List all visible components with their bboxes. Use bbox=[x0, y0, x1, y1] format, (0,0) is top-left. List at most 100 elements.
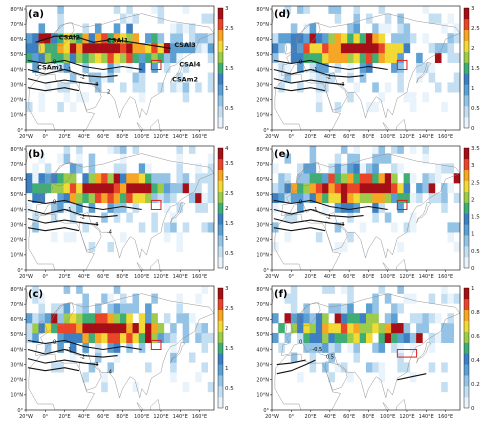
heat-cell bbox=[447, 323, 455, 334]
heat-cell bbox=[88, 72, 96, 83]
heat-cell bbox=[113, 173, 121, 184]
coastline bbox=[285, 180, 294, 195]
heat-cell bbox=[384, 212, 392, 223]
heat-cell bbox=[107, 332, 115, 344]
heat-cell bbox=[138, 82, 146, 93]
heat-cell bbox=[120, 82, 127, 93]
colorbar-swatch bbox=[218, 386, 223, 398]
heat-cell bbox=[441, 382, 448, 393]
heat-cell bbox=[145, 52, 152, 64]
heat-cell bbox=[76, 163, 83, 174]
contour-label: -2 bbox=[80, 355, 85, 361]
heat-cell bbox=[101, 323, 108, 334]
heat-cell bbox=[334, 242, 342, 253]
x-tick-label: 140°E bbox=[173, 274, 188, 280]
x-tick-label: 80°E bbox=[116, 414, 128, 420]
heat-cell bbox=[76, 183, 83, 194]
coastlines bbox=[26, 8, 214, 130]
heat-cell bbox=[88, 33, 96, 44]
heat-cell bbox=[397, 202, 404, 213]
heat-cell bbox=[32, 52, 39, 64]
heat-cell bbox=[447, 52, 455, 64]
heat-cell bbox=[26, 202, 33, 213]
y-tick-label: 20°N bbox=[10, 98, 23, 104]
region-label: CSAl1 bbox=[107, 36, 129, 44]
colorbar-tick-label: 0.5 bbox=[225, 251, 234, 257]
heat-cell bbox=[76, 202, 83, 213]
heat-cell bbox=[322, 286, 329, 294]
heat-cell bbox=[384, 332, 392, 344]
heat-cell bbox=[182, 382, 190, 393]
heat-cell bbox=[272, 183, 279, 194]
heat-cell bbox=[113, 192, 121, 204]
heat-cell bbox=[422, 92, 429, 103]
heat-cell bbox=[176, 313, 183, 324]
heat-cell bbox=[201, 332, 209, 344]
colorbar: 0 0.5 1 1.5 2 2.5 3 bbox=[217, 6, 234, 132]
heat-cell bbox=[51, 52, 58, 64]
heat-cell bbox=[290, 33, 298, 44]
heat-cell bbox=[151, 212, 158, 223]
heat-cell bbox=[63, 33, 71, 44]
heat-cell bbox=[120, 202, 127, 213]
x-tick-label: 20°W bbox=[19, 414, 33, 420]
heat-cell bbox=[428, 72, 436, 83]
colorbar-frame bbox=[217, 7, 224, 129]
y-tick-label: 60°N bbox=[256, 37, 269, 43]
y-tick-label: 40°N bbox=[10, 347, 23, 353]
heat-cell bbox=[315, 72, 323, 83]
heat-cell bbox=[372, 23, 379, 34]
heat-cell bbox=[378, 323, 386, 334]
heat-cell bbox=[207, 382, 214, 393]
heat-cell bbox=[88, 173, 96, 184]
heat-cell bbox=[51, 202, 58, 213]
y-tick-label: 40°N bbox=[256, 67, 269, 73]
heat-cell bbox=[195, 372, 202, 383]
heat-cell bbox=[176, 173, 183, 184]
heatmap-cells bbox=[26, 6, 214, 113]
colorbar-swatch bbox=[464, 202, 469, 214]
colorbar-tick-label: 1.5 bbox=[471, 215, 480, 221]
contour-line bbox=[273, 227, 326, 232]
heat-cell bbox=[366, 332, 373, 344]
heat-cell bbox=[120, 293, 127, 304]
heat-cell bbox=[397, 362, 404, 373]
heat-cell bbox=[176, 52, 183, 64]
heat-cell bbox=[334, 323, 342, 334]
x-tick-label: 160°E bbox=[192, 414, 207, 420]
coastline bbox=[396, 258, 407, 270]
heat-cell bbox=[403, 222, 411, 233]
heat-cell bbox=[38, 192, 46, 204]
heat-cell bbox=[328, 372, 335, 383]
heat-cell bbox=[188, 146, 196, 154]
heat-cell bbox=[107, 303, 115, 314]
heat-cell bbox=[207, 183, 214, 194]
heat-cell bbox=[188, 192, 196, 204]
heat-cell bbox=[340, 362, 348, 373]
heat-cell bbox=[76, 303, 83, 314]
colorbar-swatch bbox=[218, 169, 223, 181]
heat-cell bbox=[278, 342, 285, 353]
heat-cell bbox=[334, 173, 342, 184]
heat-cell bbox=[76, 43, 83, 54]
heat-cell bbox=[170, 332, 177, 344]
heat-cell bbox=[38, 293, 46, 304]
heat-cell bbox=[334, 153, 342, 164]
heat-cell bbox=[322, 43, 329, 54]
colorbar-swatch bbox=[464, 375, 469, 387]
heat-cell bbox=[57, 332, 64, 344]
colorbar-swatch bbox=[464, 51, 469, 63]
colorbar-swatch bbox=[464, 246, 469, 258]
heat-cell bbox=[359, 332, 367, 344]
heat-cell bbox=[138, 332, 146, 344]
heat-cell bbox=[378, 153, 386, 164]
heat-cell bbox=[309, 313, 317, 324]
heat-cell bbox=[195, 173, 202, 184]
heat-cell bbox=[428, 183, 436, 194]
heat-cell bbox=[69, 33, 77, 44]
heat-cell bbox=[145, 163, 152, 174]
heat-cell bbox=[391, 313, 398, 324]
heat-cell bbox=[397, 82, 404, 93]
heat-cell bbox=[138, 222, 146, 233]
contour-line bbox=[273, 218, 345, 226]
